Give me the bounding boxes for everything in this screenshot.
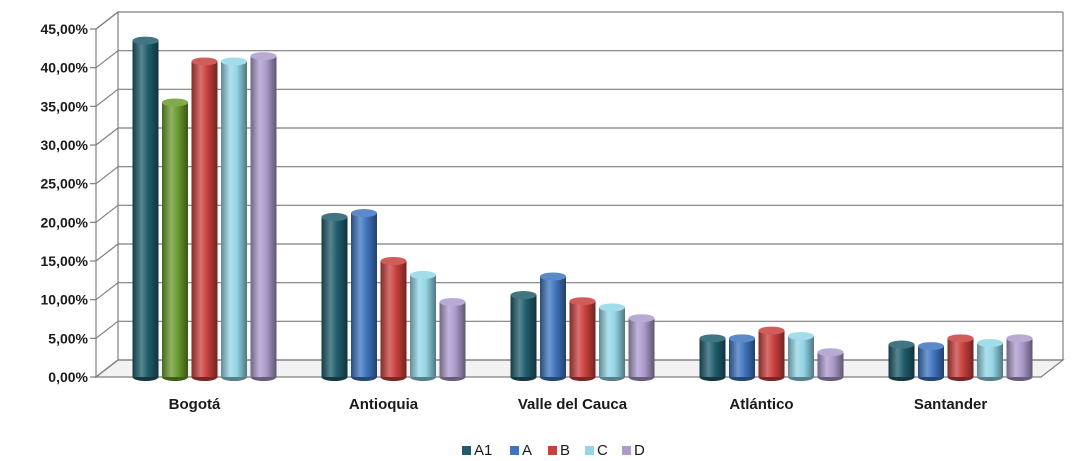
legend-item-b: B <box>548 442 570 459</box>
bar-c-1 <box>221 57 247 381</box>
bar-a-4 <box>729 334 755 381</box>
gridline <box>95 243 1063 262</box>
legend-swatch <box>548 446 557 455</box>
gridline <box>95 127 1063 146</box>
y-tick-label: 20,00% <box>41 214 89 230</box>
legend-label: B <box>560 442 570 459</box>
bar-d-5 <box>1006 334 1033 381</box>
x-axis-categories: Bogotá Antioquia Valle del Cauca Atlántico S… <box>169 396 988 413</box>
gridline <box>95 88 1063 107</box>
bar-a-3 <box>540 272 566 381</box>
legend-swatch <box>585 446 594 455</box>
legend-label: A1 <box>474 442 492 459</box>
bar-d-3 <box>628 314 655 381</box>
bar-a1-1 <box>132 36 159 381</box>
legend-item-a: A <box>510 442 532 459</box>
y-tick-label: 10,00% <box>41 292 89 308</box>
gridline <box>95 166 1063 185</box>
legend-item-d: D <box>622 442 645 459</box>
bar-a1-5 <box>888 340 915 381</box>
bar-b-3 <box>569 297 596 381</box>
y-tick-label: 40,00% <box>41 60 89 76</box>
bar-a1-3 <box>510 291 537 381</box>
y-tick-label: 15,00% <box>41 253 89 269</box>
bar-d-1 <box>250 52 277 381</box>
legend-swatch <box>510 446 519 455</box>
y-tick-label: 35,00% <box>41 98 89 114</box>
y-tick-label: 5,00% <box>48 330 88 346</box>
gridline <box>95 320 1063 339</box>
bar-d-2 <box>439 297 466 381</box>
bar-a-2 <box>351 209 377 381</box>
x-category-label: Santander <box>914 396 988 413</box>
legend-label: D <box>634 442 645 459</box>
legend-label: A <box>522 442 532 459</box>
bar-a-1 <box>162 98 188 381</box>
y-tick-label: 30,00% <box>41 137 89 153</box>
gridline <box>95 204 1063 223</box>
x-category-label: Antioquia <box>349 396 419 413</box>
bar-c-4 <box>788 332 814 381</box>
legend-swatch <box>462 446 471 455</box>
bar-a1-4 <box>699 334 726 381</box>
bar-b-1 <box>191 57 218 381</box>
y-tick-label: 45,00% <box>41 21 89 37</box>
bar-a1-2 <box>321 212 348 381</box>
bar-d-4 <box>817 348 844 381</box>
bar-b-5 <box>947 334 974 381</box>
bar-b-2 <box>380 257 407 381</box>
bar-c-3 <box>599 303 625 381</box>
legend-item-c: C <box>585 442 608 459</box>
gridline <box>95 282 1063 301</box>
bar-b-4 <box>758 326 785 381</box>
x-category-label: Bogotá <box>169 396 221 413</box>
x-category-label: Valle del Cauca <box>518 396 628 413</box>
side-wall <box>95 10 119 379</box>
gridline <box>95 11 1063 30</box>
legend: A1 A B C D <box>462 442 645 459</box>
legend-item-a1: A1 <box>462 442 492 459</box>
y-tick-label: 25,00% <box>41 176 89 192</box>
gridline <box>95 50 1063 69</box>
y-axis-ticks: 0,00% 5,00% 10,00% 15,00% 20,00% 25,00% 30,00%… <box>41 21 96 385</box>
y-tick-label: 0,00% <box>48 369 88 385</box>
bar-c-5 <box>977 338 1003 381</box>
x-category-label: Atlántico <box>729 396 793 413</box>
bars <box>132 36 1033 381</box>
legend-swatch <box>622 446 631 455</box>
legend-label: C <box>597 442 608 459</box>
gridlines <box>95 11 1063 378</box>
bar-c-2 <box>410 270 436 381</box>
bar-a-5 <box>918 342 944 381</box>
